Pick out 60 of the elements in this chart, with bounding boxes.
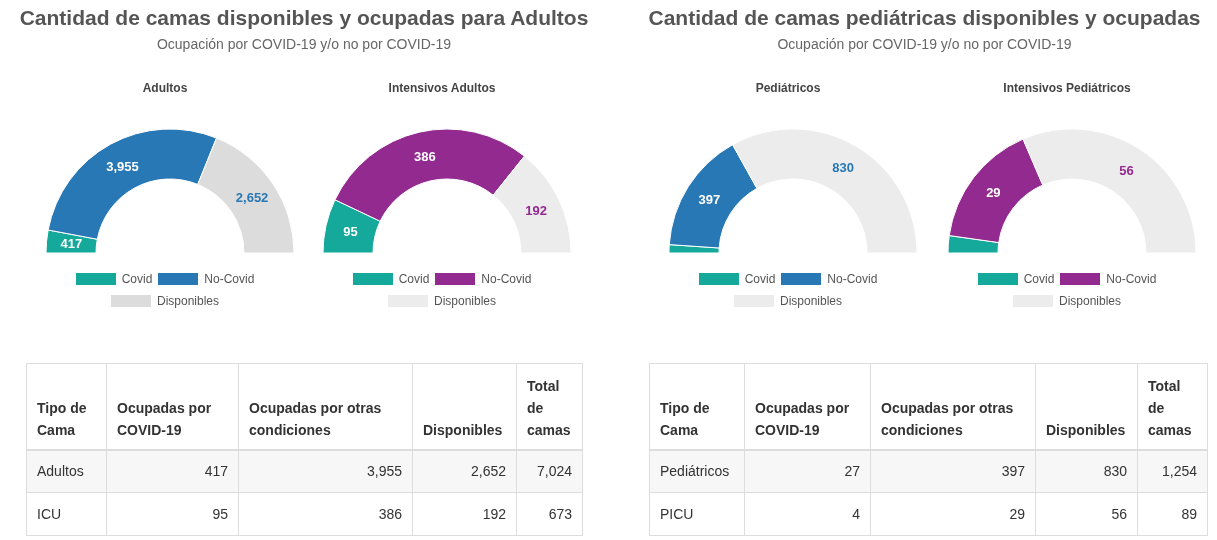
category-label: Total de camas bbox=[1137, 363, 1208, 450]
text: 56 bbox=[1111, 506, 1127, 522]
text: 89 bbox=[1181, 506, 1197, 522]
category-label: PICU bbox=[660, 506, 694, 522]
data-label: 830 bbox=[832, 160, 854, 176]
category-label: Tipo de Cama bbox=[649, 363, 745, 450]
text: 830 bbox=[1103, 463, 1127, 480]
legend-label: Covid bbox=[398, 272, 430, 286]
text: Ocupación por COVID-19 y/o no por COVID-19 bbox=[155, 36, 453, 52]
text: 192 bbox=[482, 506, 506, 522]
category-label: Ocupadas por otras condiciones bbox=[238, 363, 413, 450]
legend-label: No-Covid bbox=[481, 272, 532, 286]
data-label: 3,955 bbox=[106, 158, 139, 174]
legend-label: Covid bbox=[1023, 272, 1055, 286]
legend-label: Covid bbox=[744, 272, 776, 286]
text: 29 bbox=[1009, 506, 1025, 522]
text: 397 bbox=[1001, 463, 1025, 480]
text: Cantidad de camas disponibles y ocupadas para Adultos bbox=[18, 6, 590, 30]
text: 1,254 bbox=[1161, 463, 1197, 480]
text: 27 bbox=[844, 463, 860, 480]
data-label: 397 bbox=[698, 192, 721, 208]
text: Cantidad de camas pediátricas disponibles y ocupadas bbox=[647, 6, 1202, 30]
text: 417 bbox=[204, 463, 228, 480]
text: 386 bbox=[378, 506, 402, 522]
text: 3,955 bbox=[366, 463, 402, 480]
category-label: Disponibles bbox=[1035, 363, 1138, 450]
data-label: 2,652 bbox=[235, 190, 269, 206]
legend-label: No-Covid bbox=[827, 272, 878, 286]
text: 95 bbox=[212, 506, 228, 522]
text: 4 bbox=[852, 506, 860, 522]
category-label: Total de camas bbox=[516, 363, 583, 450]
legend-label: Disponibles bbox=[779, 294, 843, 308]
data-label: 56 bbox=[1119, 162, 1134, 178]
category-label: Ocupadas por otras condiciones bbox=[870, 363, 1036, 450]
category-label: Ocupadas por COVID-19 bbox=[106, 363, 239, 450]
legend-label: Covid bbox=[121, 272, 153, 286]
data-label: 95 bbox=[343, 223, 358, 239]
text: 2,652 bbox=[470, 463, 506, 480]
legend-label: Disponibles bbox=[433, 294, 497, 308]
category-label: Pediátricos bbox=[660, 463, 730, 480]
category-label: Disponibles bbox=[412, 363, 517, 450]
data-label: 192 bbox=[525, 202, 548, 218]
legend-label: Disponibles bbox=[156, 294, 220, 308]
chart-title: Intensivos Adultos bbox=[387, 81, 497, 95]
text: 673 bbox=[548, 506, 572, 522]
category-label: Ocupadas por COVID-19 bbox=[744, 363, 871, 450]
text: Ocupación por COVID-19 y/o no por COVID-19 bbox=[776, 36, 1073, 52]
legend-label: No-Covid bbox=[1106, 272, 1157, 286]
data-label: 417 bbox=[60, 236, 83, 252]
legend-label: Disponibles bbox=[1058, 294, 1122, 308]
category-label: ICU bbox=[37, 506, 62, 522]
chart-title: Pediátricos bbox=[754, 81, 822, 95]
legend-label: No-Covid bbox=[204, 272, 255, 286]
category-label: Adultos bbox=[37, 463, 84, 480]
chart-title: Intensivos Pediátricos bbox=[1002, 81, 1132, 95]
category-label: Tipo de Cama bbox=[26, 363, 107, 450]
chart-title: Adultos bbox=[141, 81, 189, 95]
data-label: 386 bbox=[413, 149, 436, 165]
text: 7,024 bbox=[536, 463, 572, 480]
data-label: 29 bbox=[986, 185, 1001, 201]
